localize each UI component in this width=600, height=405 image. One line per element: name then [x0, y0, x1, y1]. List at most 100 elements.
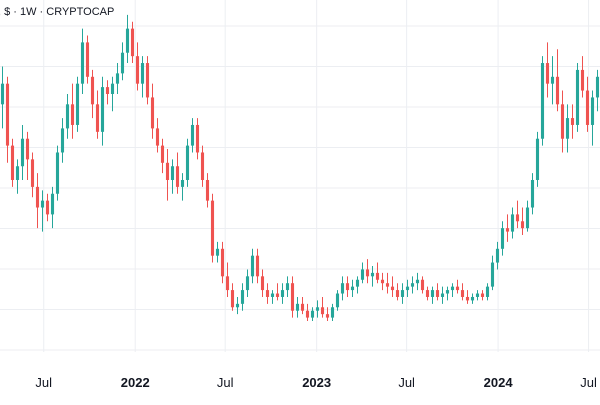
- candle-body: [315, 307, 320, 311]
- candle-body: [50, 193, 55, 215]
- candle-body: [265, 290, 270, 297]
- candle-body: [570, 118, 575, 125]
- candle-down: [325, 307, 330, 322]
- candle-up: [235, 296, 240, 315]
- candle-down: [230, 283, 235, 311]
- candle-body: [460, 290, 465, 297]
- candle-body: [220, 248, 225, 277]
- candle-up: [40, 190, 45, 232]
- x-axis-labels: Jul 2022 Jul 2023 Jul 2024 Jul: [35, 375, 597, 390]
- candle-up: [115, 63, 120, 94]
- candle-body: [545, 63, 550, 84]
- candle-body: [345, 283, 350, 291]
- candle-body: [80, 42, 85, 84]
- candle-body: [450, 286, 455, 291]
- candle-down: [5, 76, 10, 163]
- candles: [0, 14, 600, 322]
- candle-body: [5, 83, 10, 146]
- candle-up: [355, 276, 360, 294]
- candle-up: [110, 76, 115, 112]
- candle-down: [70, 83, 75, 139]
- candle-up: [0, 66, 5, 129]
- candle-up: [285, 276, 290, 297]
- candle-up: [65, 94, 70, 139]
- candle-up: [595, 69, 600, 112]
- x-tick-label: Jul: [35, 375, 52, 390]
- candle-up: [490, 255, 495, 291]
- candle-up: [450, 283, 455, 297]
- candle-body: [180, 180, 185, 187]
- candle-body: [430, 290, 435, 297]
- candle-down: [160, 138, 165, 174]
- candle-up: [335, 290, 340, 311]
- candle-down: [365, 259, 370, 284]
- candle-down: [135, 42, 140, 91]
- candle-body: [510, 214, 515, 232]
- candle-down: [225, 262, 230, 297]
- candle-body: [500, 228, 505, 249]
- candle-body: [285, 283, 290, 291]
- candle-down: [345, 276, 350, 297]
- candle-up: [190, 118, 195, 153]
- candle-body: [240, 290, 245, 304]
- candle-up: [140, 56, 145, 98]
- candle-body: [20, 138, 25, 167]
- candle-body: [385, 283, 390, 287]
- candle-body: [290, 283, 295, 311]
- candle-down: [35, 173, 40, 229]
- candle-body: [115, 73, 120, 84]
- candle-body: [585, 90, 590, 125]
- candle-body: [515, 214, 520, 222]
- candle-up: [120, 42, 125, 81]
- candle-body: [60, 128, 65, 153]
- candle-body: [260, 276, 265, 291]
- x-tick-label: 2023: [302, 375, 331, 390]
- candle-down: [205, 173, 210, 208]
- candle-up: [470, 293, 475, 304]
- candle-up: [495, 241, 500, 270]
- candle-body: [245, 276, 250, 291]
- candle-body: [455, 286, 460, 291]
- candle-down: [210, 193, 215, 263]
- candle-down: [25, 131, 30, 180]
- candle-down: [580, 56, 585, 98]
- candle-body: [535, 138, 540, 180]
- candle-body: [580, 69, 585, 91]
- candle-down: [200, 145, 205, 187]
- x-tick-label: Jul: [217, 375, 234, 390]
- candle-up: [60, 118, 65, 163]
- candle-body: [85, 42, 90, 77]
- candle-up: [410, 276, 415, 294]
- candle-body: [560, 104, 565, 139]
- candle-down: [300, 296, 305, 315]
- candle-body: [370, 272, 375, 277]
- candle-down: [150, 83, 155, 139]
- candle-up: [125, 14, 130, 64]
- candle-up: [440, 286, 445, 304]
- candle-body: [400, 290, 405, 297]
- candle-body: [255, 255, 260, 277]
- candle-down: [455, 279, 460, 294]
- candle-body: [375, 272, 380, 280]
- candle-down: [175, 152, 180, 194]
- candle-body: [365, 269, 370, 277]
- candle-down: [395, 283, 400, 301]
- candle-down: [195, 118, 200, 160]
- candle-up: [310, 307, 315, 322]
- candle-body: [250, 255, 255, 277]
- candle-down: [155, 118, 160, 153]
- candle-up: [550, 56, 555, 105]
- candle-body: [280, 290, 285, 297]
- candle-up: [75, 76, 80, 132]
- candle-body: [75, 83, 80, 125]
- candle-body: [30, 159, 35, 187]
- candle-up: [80, 28, 85, 94]
- candle-body: [305, 310, 310, 318]
- candle-down: [390, 276, 395, 297]
- candle-up: [510, 207, 515, 239]
- candle-up: [15, 159, 20, 194]
- candle-up: [270, 290, 275, 304]
- candle-up: [20, 124, 25, 180]
